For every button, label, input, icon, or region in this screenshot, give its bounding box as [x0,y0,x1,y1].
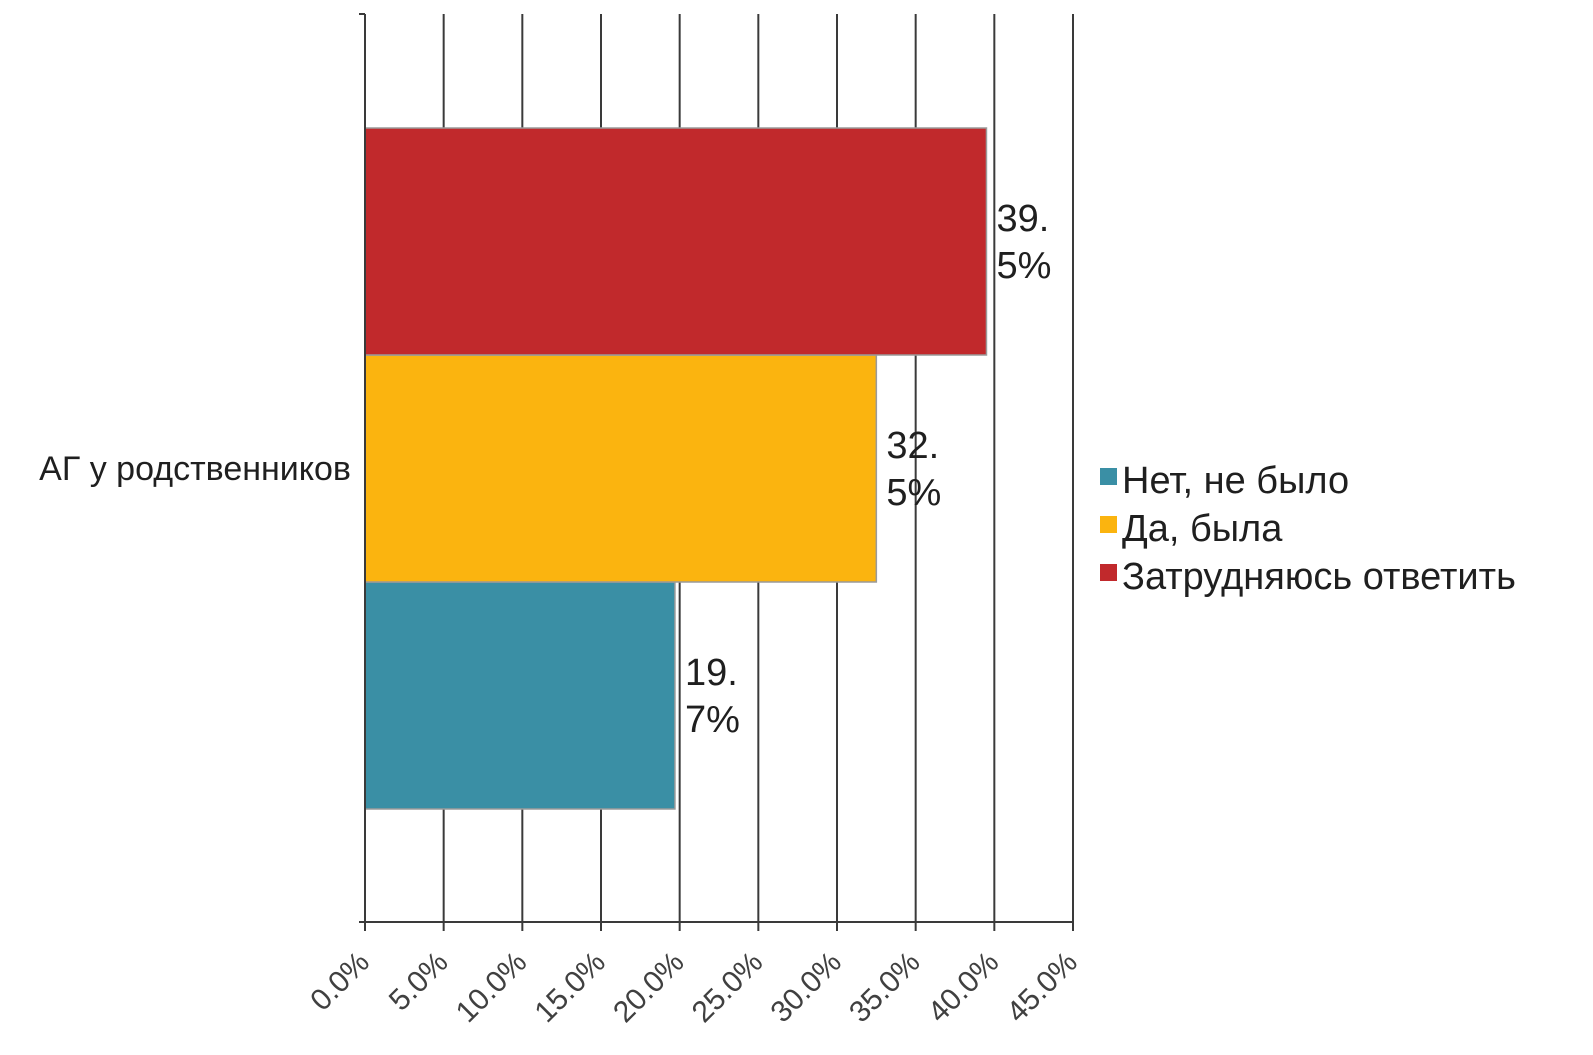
x-tick-label: 25.0% [686,946,769,1029]
legend-swatch [1100,468,1117,485]
x-tick-label: 0.0% [304,946,376,1018]
bar [364,581,676,810]
data-label: 7% [685,699,740,741]
legend-label: Да, была [1122,508,1283,550]
legend: Нет, не было Да, была Затрудняюсь ответить [1100,460,1516,598]
legend-swatch [1100,564,1117,581]
x-tick-label: 30.0% [764,946,847,1029]
x-tick-label: 15.0% [528,946,611,1029]
data-label: 5% [996,245,1051,287]
x-tick-label: 40.0% [922,946,1005,1029]
legend-label: Нет, не было [1122,460,1349,502]
bars [364,127,988,810]
x-axis-ticks: 0.0% 5.0%10.0%15.0%20.0%25.0%30.0%35.0%40… [304,922,1084,1029]
data-label: 32. [886,425,939,467]
category-label: АГ у родственников [39,450,351,488]
axes [359,13,1073,931]
data-label: 19. [685,652,738,694]
data-label: 39. [996,198,1049,240]
x-tick-label: 35.0% [843,946,926,1029]
x-tick-label: 10.0% [450,946,533,1029]
bar [364,354,878,583]
x-tick-label: 45.0% [1000,946,1083,1029]
bar [364,127,988,356]
legend-label: Затрудняюсь ответить [1122,556,1516,598]
legend-swatch [1100,516,1117,533]
data-labels: 19. 7% 32. 5% 39. 5% [685,198,1051,741]
data-label: 5% [886,472,941,514]
x-tick-label: 20.0% [607,946,690,1029]
x-tick-label: 5.0% [383,946,455,1018]
